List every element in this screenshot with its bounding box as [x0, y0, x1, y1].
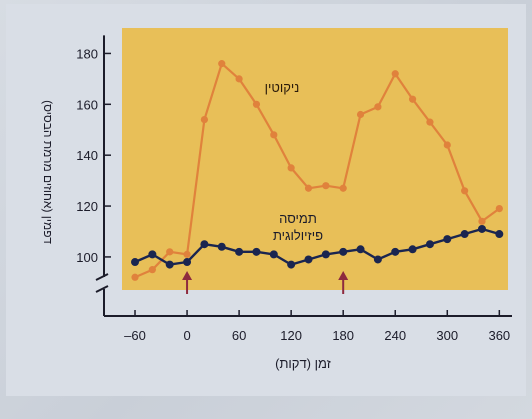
nicotine-series-label: ניקוטין — [265, 80, 300, 95]
nicotine-data-point — [322, 182, 330, 190]
x-axis-label: זמן (דקות) — [275, 356, 332, 371]
physiological-data-point — [495, 230, 504, 239]
y-axis-label: דפמין (אחוזים מרמת הבסיס) — [41, 100, 55, 244]
nicotine-data-point — [356, 110, 365, 119]
plot-background — [122, 28, 508, 290]
nicotine-data-point — [304, 184, 313, 192]
physiological-data-point — [200, 240, 209, 249]
time-marker-arrowhead — [182, 271, 193, 280]
y-tick-label: 120 — [76, 199, 98, 214]
y-tick-label: 160 — [76, 97, 98, 112]
nicotine-series-line — [134, 62, 500, 279]
x-tick-label: 300 — [436, 328, 458, 343]
physiological-series-label-line1: תמיסה — [279, 211, 317, 226]
nicotine-data-point — [339, 184, 347, 192]
physiological-data-point — [391, 247, 400, 256]
physiological-data-point — [252, 247, 261, 256]
physiological-data-point — [269, 250, 278, 259]
nicotine-data-point — [478, 217, 486, 225]
y-tick-label: 100 — [76, 250, 98, 265]
physiological-data-point — [373, 255, 382, 264]
nicotine-data-point — [443, 141, 451, 149]
physiological-data-point — [287, 260, 296, 269]
physiological-data-point — [321, 250, 330, 259]
x-tick-label: 180 — [332, 328, 354, 343]
physiological-data-point — [235, 247, 244, 256]
nicotine-data-point — [391, 70, 399, 78]
nicotine-data-point — [461, 187, 469, 195]
physiological-data-point — [408, 245, 417, 254]
axis-break-mark — [95, 285, 109, 293]
nicotine-data-point — [218, 60, 226, 68]
nicotine-data-point — [374, 103, 382, 111]
x-tick-label: –60 — [124, 328, 146, 343]
physiological-data-point — [460, 230, 469, 239]
physiological-series-label-line2: פיזיולוגית — [273, 228, 323, 243]
nicotine-data-point — [235, 75, 243, 83]
physiological-data-point — [477, 224, 486, 233]
nicotine-data-point — [148, 266, 156, 274]
nicotine-data-point — [270, 131, 278, 139]
physiological-data-point — [443, 235, 452, 244]
y-tick-label: 180 — [76, 46, 98, 61]
nicotine-data-point — [200, 115, 209, 124]
physiological-data-point — [165, 260, 174, 269]
physiological-data-point — [183, 258, 192, 267]
nicotine-data-point — [166, 248, 174, 256]
physiological-data-point — [131, 258, 140, 267]
x-tick-label: 120 — [280, 328, 302, 343]
axis-break-mark — [95, 273, 109, 281]
nicotine-data-point — [495, 205, 503, 213]
physiological-series-line — [134, 227, 500, 266]
x-tick-label: 360 — [488, 328, 510, 343]
time-marker-arrowhead — [338, 271, 349, 280]
nicotine-data-point — [183, 250, 191, 258]
physiological-data-point — [217, 242, 226, 251]
physiological-data-point — [304, 255, 313, 264]
x-tick-label: 240 — [384, 328, 406, 343]
nicotine-data-point — [408, 95, 417, 103]
nicotine-data-point — [131, 273, 139, 281]
y-tick-label: 140 — [76, 148, 98, 163]
physiological-data-point — [356, 245, 365, 254]
nicotine-data-point — [426, 118, 434, 126]
nicotine-data-point — [287, 164, 295, 172]
x-tick-label: 0 — [183, 328, 190, 343]
x-tick-label: 60 — [232, 328, 246, 343]
physiological-data-point — [148, 250, 157, 259]
nicotine-data-point — [252, 100, 261, 108]
physiological-data-point — [339, 247, 348, 256]
physiological-data-point — [425, 240, 434, 249]
